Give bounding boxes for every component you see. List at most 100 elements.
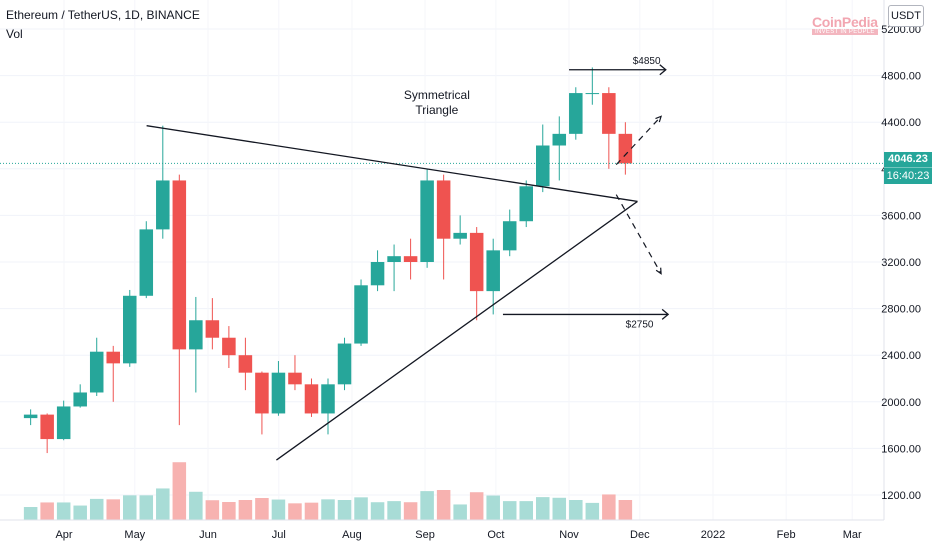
time-tick-label: Mar bbox=[843, 529, 862, 541]
chart-title: Ethereum / TetherUS, 1D, BINANCE bbox=[6, 8, 200, 22]
pattern-label-line1: Symmetrical bbox=[404, 88, 470, 102]
volume-bar bbox=[205, 500, 220, 520]
volume-bar bbox=[139, 495, 154, 520]
volume-bar bbox=[469, 492, 484, 520]
candle-body bbox=[453, 232, 467, 239]
price-tick-label: 4800.00 bbox=[881, 71, 921, 83]
volume-bar bbox=[73, 505, 87, 520]
candle-body bbox=[321, 384, 335, 414]
time-axis[interactable]: Apr May Jun Jul Aug Sep Oct Nov Dec 2022 Feb Mar bbox=[55, 529, 862, 541]
target-low-arrow-head bbox=[661, 308, 670, 320]
time-tick-label: Jul bbox=[272, 529, 286, 541]
time-tick-label: May bbox=[124, 529, 145, 541]
candle-body bbox=[602, 93, 616, 134]
candle-body bbox=[156, 180, 170, 230]
candle-body bbox=[255, 372, 269, 414]
candle-body bbox=[337, 343, 352, 385]
candle-body bbox=[89, 351, 104, 393]
candle-body bbox=[56, 406, 71, 440]
candle-body bbox=[139, 229, 154, 296]
volume-bar bbox=[486, 495, 500, 520]
candlesticks bbox=[23, 67, 633, 454]
candle-body bbox=[238, 355, 253, 373]
candle-body bbox=[552, 133, 567, 146]
volume-bar bbox=[436, 490, 451, 520]
time-tick-label: Aug bbox=[342, 529, 362, 541]
price-tick-label: 2800.00 bbox=[881, 304, 921, 316]
volume-indicator-label[interactable]: Vol bbox=[6, 27, 23, 41]
time-tick-label: Apr bbox=[55, 529, 72, 541]
price-tick-label: 5200.00 bbox=[881, 24, 921, 36]
volume-bar bbox=[453, 504, 467, 520]
candle-body bbox=[123, 295, 137, 364]
candle-body bbox=[370, 262, 385, 286]
price-tick-label: 3600.00 bbox=[881, 210, 921, 222]
volume-bar bbox=[89, 498, 104, 520]
volume-bar bbox=[106, 499, 120, 520]
price-tick-label: 3200.00 bbox=[881, 257, 921, 269]
candle-body bbox=[436, 180, 451, 239]
price-tick-label: 2000.00 bbox=[881, 397, 921, 409]
target-high-arrow-head bbox=[659, 64, 667, 76]
logo-tagline: INVEST IN PEOPLE bbox=[812, 29, 878, 35]
time-tick-label: Feb bbox=[777, 529, 796, 541]
volume-bars bbox=[23, 462, 633, 520]
breakout-up-arrow-head bbox=[655, 115, 663, 123]
candle-body bbox=[23, 414, 38, 419]
volume-bar bbox=[502, 501, 517, 520]
candle-body bbox=[618, 133, 633, 164]
volume-bar bbox=[403, 502, 418, 520]
target-low-label: $2750 bbox=[626, 319, 654, 330]
candle-body bbox=[106, 351, 120, 364]
candle-body bbox=[288, 372, 302, 385]
volume-bar bbox=[271, 499, 286, 520]
candle-body bbox=[420, 180, 434, 262]
volume-bar bbox=[618, 500, 633, 520]
volume-bar bbox=[222, 502, 236, 520]
triangle-lower-trendline bbox=[276, 200, 638, 461]
candle-body bbox=[469, 232, 484, 292]
time-tick-label: Nov bbox=[559, 529, 579, 541]
plot-area[interactable] bbox=[0, 0, 884, 520]
volume-bar bbox=[519, 501, 533, 520]
time-tick-label: 2022 bbox=[701, 529, 725, 541]
time-tick-label: Oct bbox=[487, 529, 504, 541]
candle-body bbox=[387, 256, 401, 262]
chart-drawings bbox=[146, 64, 670, 461]
candle-body bbox=[172, 180, 187, 350]
volume-bar bbox=[569, 500, 583, 520]
price-tick-label: 2400.00 bbox=[881, 350, 921, 362]
logo-name: CoinPedia bbox=[812, 14, 878, 30]
volume-bar bbox=[552, 497, 567, 520]
volume-bar bbox=[354, 497, 368, 520]
volume-bar bbox=[123, 495, 137, 520]
breakdown-down-arrow-head bbox=[655, 267, 662, 275]
currency-unit-button[interactable]: USDT bbox=[888, 5, 924, 27]
candle-body bbox=[403, 256, 418, 262]
price-tick-label: 4400.00 bbox=[881, 117, 921, 129]
pattern-label-line2: Triangle bbox=[415, 103, 458, 117]
volume-bar bbox=[370, 502, 385, 520]
price-tick-label: 1200.00 bbox=[881, 490, 921, 502]
candle-body bbox=[569, 93, 583, 134]
price-axis[interactable]: 1200.00 1600.00 2000.00 2400.00 2800.00 3200.… bbox=[881, 24, 921, 502]
time-tick-label: Sep bbox=[415, 529, 435, 541]
target-high-label: $4850 bbox=[633, 56, 661, 67]
candle-body bbox=[585, 93, 600, 95]
volume-bar bbox=[536, 497, 550, 520]
volume-bar bbox=[189, 491, 203, 520]
candle-body bbox=[519, 186, 533, 222]
price-tick-label: 1600.00 bbox=[881, 443, 921, 455]
candle-body bbox=[304, 384, 319, 414]
volume-bar bbox=[420, 491, 434, 520]
volume-bar bbox=[23, 507, 38, 520]
volume-bar bbox=[172, 462, 187, 520]
time-tick-label: Jun bbox=[199, 529, 217, 541]
candle-body bbox=[40, 414, 54, 440]
volume-bar bbox=[255, 498, 269, 520]
candle-body bbox=[189, 320, 203, 350]
volume-bar bbox=[387, 501, 401, 520]
volume-bar bbox=[40, 502, 54, 520]
candle-body bbox=[73, 392, 87, 407]
